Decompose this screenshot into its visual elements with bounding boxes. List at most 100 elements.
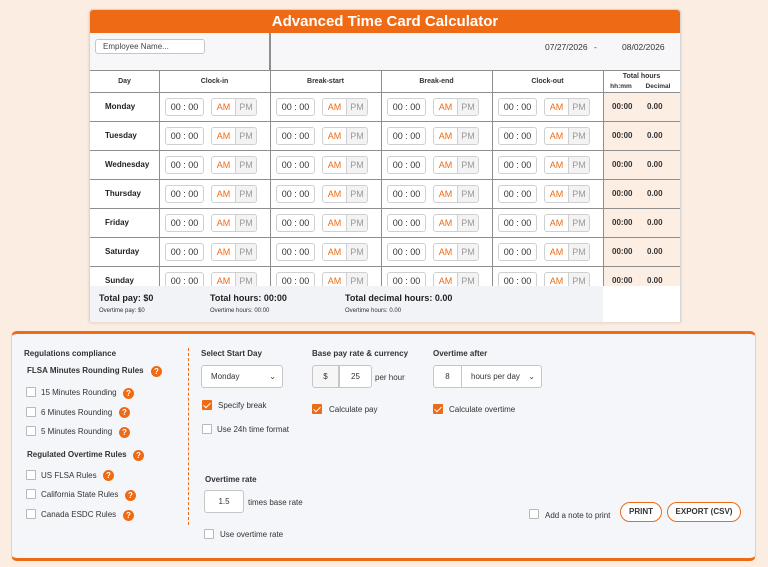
break-start-time-input[interactable]: 00 : 00 xyxy=(276,98,315,116)
pm-button[interactable]: PM xyxy=(346,186,367,202)
specify-break-checkbox[interactable] xyxy=(202,400,212,410)
help-icon[interactable]: ? xyxy=(123,510,134,521)
pm-button[interactable]: PM xyxy=(568,215,589,231)
pm-button[interactable]: PM xyxy=(457,157,478,173)
pm-button[interactable]: PM xyxy=(568,157,589,173)
am-button[interactable]: AM xyxy=(438,218,453,228)
pm-button[interactable]: PM xyxy=(346,215,367,231)
am-button[interactable]: AM xyxy=(216,102,231,112)
pm-button[interactable]: PM xyxy=(568,186,589,202)
clock-out-time-input[interactable]: 00 : 00 xyxy=(498,214,537,232)
break-end-time-input[interactable]: 00 : 00 xyxy=(387,185,426,203)
break-end-time-input[interactable]: 00 : 00 xyxy=(387,98,426,116)
break-end-time-input[interactable]: 00 : 00 xyxy=(387,127,426,145)
california-checkbox[interactable] xyxy=(26,489,36,499)
base-pay-input[interactable]: 25 xyxy=(339,365,372,388)
break-start-time-input[interactable]: 00 : 00 xyxy=(276,185,315,203)
am-button[interactable]: AM xyxy=(327,189,342,199)
clock-in-time-input[interactable]: 00 : 00 xyxy=(165,127,204,145)
pm-button[interactable]: PM xyxy=(235,128,256,144)
pm-button[interactable]: PM xyxy=(235,244,256,260)
clock-in-time-input[interactable]: 00 : 00 xyxy=(165,243,204,261)
am-button[interactable]: AM xyxy=(216,189,231,199)
am-button[interactable]: AM xyxy=(438,131,453,141)
calculate-overtime-checkbox[interactable] xyxy=(433,404,443,414)
clock-out-time-input[interactable]: 00 : 00 xyxy=(498,98,537,116)
pm-button[interactable]: PM xyxy=(346,99,367,115)
clock-in-time-input[interactable]: 00 : 00 xyxy=(165,98,204,116)
am-button[interactable]: AM xyxy=(549,218,564,228)
break-end-time-input[interactable]: 00 : 00 xyxy=(387,214,426,232)
break-start-time-input[interactable]: 00 : 00 xyxy=(276,127,315,145)
use-overtime-rate-checkbox[interactable] xyxy=(204,529,214,539)
overtime-period-select[interactable]: hours per day ⌄ xyxy=(461,365,542,388)
break-end-time-input[interactable]: 00 : 00 xyxy=(387,243,426,261)
end-date[interactable]: 08/02/2026 xyxy=(622,42,665,52)
help-icon[interactable]: ? xyxy=(103,470,114,481)
add-note-checkbox[interactable] xyxy=(529,509,539,519)
am-button[interactable]: AM xyxy=(438,189,453,199)
am-button[interactable]: AM xyxy=(216,218,231,228)
clock-out-time-input[interactable]: 00 : 00 xyxy=(498,185,537,203)
pm-button[interactable]: PM xyxy=(457,99,478,115)
pm-button[interactable]: PM xyxy=(346,273,367,289)
help-icon[interactable]: ? xyxy=(119,427,130,438)
pm-button[interactable]: PM xyxy=(235,186,256,202)
clock-out-time-input[interactable]: 00 : 00 xyxy=(498,156,537,174)
print-button[interactable]: PRINT xyxy=(620,502,662,522)
us-flsa-checkbox[interactable] xyxy=(26,470,36,480)
am-button[interactable]: AM xyxy=(549,131,564,141)
break-start-time-input[interactable]: 00 : 00 xyxy=(276,156,315,174)
clock-in-time-input[interactable]: 00 : 00 xyxy=(165,185,204,203)
export-csv-button[interactable]: EXPORT (CSV) xyxy=(667,502,741,522)
am-button[interactable]: AM xyxy=(549,189,564,199)
pm-button[interactable]: PM xyxy=(568,128,589,144)
clock-in-time-input[interactable]: 00 : 00 xyxy=(165,214,204,232)
help-icon[interactable]: ? xyxy=(151,366,162,377)
am-button[interactable]: AM xyxy=(216,276,231,286)
am-button[interactable]: AM xyxy=(438,276,453,286)
am-button[interactable]: AM xyxy=(549,247,564,257)
clock-out-time-input[interactable]: 00 : 00 xyxy=(498,243,537,261)
break-start-time-input[interactable]: 00 : 00 xyxy=(276,243,315,261)
am-button[interactable]: AM xyxy=(438,247,453,257)
am-button[interactable]: AM xyxy=(327,160,342,170)
help-icon[interactable]: ? xyxy=(123,388,134,399)
pm-button[interactable]: PM xyxy=(235,99,256,115)
rounding-5-checkbox[interactable] xyxy=(26,426,36,436)
am-button[interactable]: AM xyxy=(549,102,564,112)
calculate-pay-checkbox[interactable] xyxy=(312,404,322,414)
help-icon[interactable]: ? xyxy=(125,490,136,501)
am-button[interactable]: AM xyxy=(327,218,342,228)
canada-checkbox[interactable] xyxy=(26,509,36,519)
pm-button[interactable]: PM xyxy=(457,215,478,231)
pm-button[interactable]: PM xyxy=(457,244,478,260)
start-date[interactable]: 07/27/2026 xyxy=(545,42,588,52)
am-button[interactable]: AM xyxy=(216,247,231,257)
pm-button[interactable]: PM xyxy=(457,273,478,289)
use-24h-checkbox[interactable] xyxy=(202,424,212,434)
pm-button[interactable]: PM xyxy=(568,99,589,115)
am-button[interactable]: AM xyxy=(327,276,342,286)
am-button[interactable]: AM xyxy=(549,276,564,286)
am-button[interactable]: AM xyxy=(549,160,564,170)
pm-button[interactable]: PM xyxy=(568,244,589,260)
overtime-rate-input[interactable]: 1.5 xyxy=(204,490,244,513)
am-button[interactable]: AM xyxy=(216,131,231,141)
am-button[interactable]: AM xyxy=(327,247,342,257)
help-icon[interactable]: ? xyxy=(119,407,130,418)
pm-button[interactable]: PM xyxy=(346,128,367,144)
help-icon[interactable]: ? xyxy=(133,450,144,461)
clock-out-time-input[interactable]: 00 : 00 xyxy=(498,127,537,145)
pm-button[interactable]: PM xyxy=(235,215,256,231)
overtime-after-input[interactable]: 8 xyxy=(433,365,462,388)
currency-selector[interactable]: $ xyxy=(312,365,339,388)
pm-button[interactable]: PM xyxy=(235,157,256,173)
break-end-time-input[interactable]: 00 : 00 xyxy=(387,156,426,174)
am-button[interactable]: AM xyxy=(327,102,342,112)
rounding-15-checkbox[interactable] xyxy=(26,387,36,397)
employee-name-input[interactable] xyxy=(95,39,205,54)
pm-button[interactable]: PM xyxy=(457,128,478,144)
clock-in-time-input[interactable]: 00 : 00 xyxy=(165,156,204,174)
am-button[interactable]: AM xyxy=(438,102,453,112)
